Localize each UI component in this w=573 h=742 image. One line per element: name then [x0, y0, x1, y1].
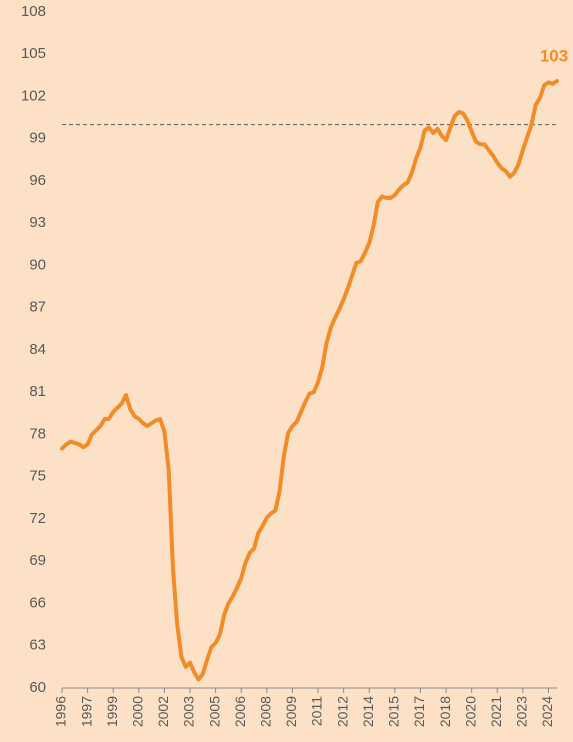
x-tick-label: 2014 — [360, 696, 376, 727]
line — [60, 79, 559, 682]
y-tick-label: 72 — [29, 510, 46, 527]
end-label: 103 — [540, 46, 568, 65]
y-tick-label: 78 — [29, 425, 46, 442]
y-tick-label: 66 — [29, 594, 46, 611]
x-tick-label: 2021 — [488, 696, 504, 727]
y-tick-label: 75 — [29, 468, 46, 485]
x-tick-label: 1999 — [104, 696, 120, 727]
x-tick-label: 2006 — [232, 696, 248, 727]
y-tick-label: 99 — [29, 130, 46, 147]
y-tick-label: 105 — [21, 45, 46, 62]
y-tick-label: 81 — [29, 383, 46, 400]
x-tick-label: 2020 — [462, 696, 478, 727]
y-tick-label: 93 — [29, 214, 46, 231]
y-tick-label: 84 — [29, 341, 46, 358]
x-tick-label: 2017 — [411, 696, 427, 727]
x-tick-label: 2023 — [514, 696, 530, 727]
x-tick-label: 2002 — [155, 696, 171, 727]
y-tick-label: 60 — [29, 679, 46, 696]
y-tick-label: 63 — [29, 637, 46, 654]
x-tick-label: 1997 — [78, 696, 94, 727]
x-tick-label: 2018 — [437, 696, 453, 727]
x-tick-label: 1996 — [53, 696, 69, 727]
x-tick-label: 2005 — [206, 696, 222, 727]
y-tick-label: 90 — [29, 256, 46, 273]
y-tick-label: 69 — [29, 552, 46, 569]
x-tick-label: 2000 — [130, 696, 146, 727]
y-tick-label: 102 — [21, 87, 46, 104]
x-tick-label: 2015 — [386, 696, 402, 727]
x-tick-label: 2008 — [258, 696, 274, 727]
y-tick-label: 108 — [21, 3, 46, 20]
x-tick-label: 2011 — [309, 696, 325, 726]
x-tick-label: 2009 — [283, 696, 299, 727]
y-tick-label: 87 — [29, 299, 46, 316]
x-tick-label: 2003 — [181, 696, 197, 727]
x-tick-label: 2012 — [334, 696, 350, 727]
x-tick-label: 2024 — [539, 696, 555, 727]
y-tick-label: 96 — [29, 172, 46, 189]
